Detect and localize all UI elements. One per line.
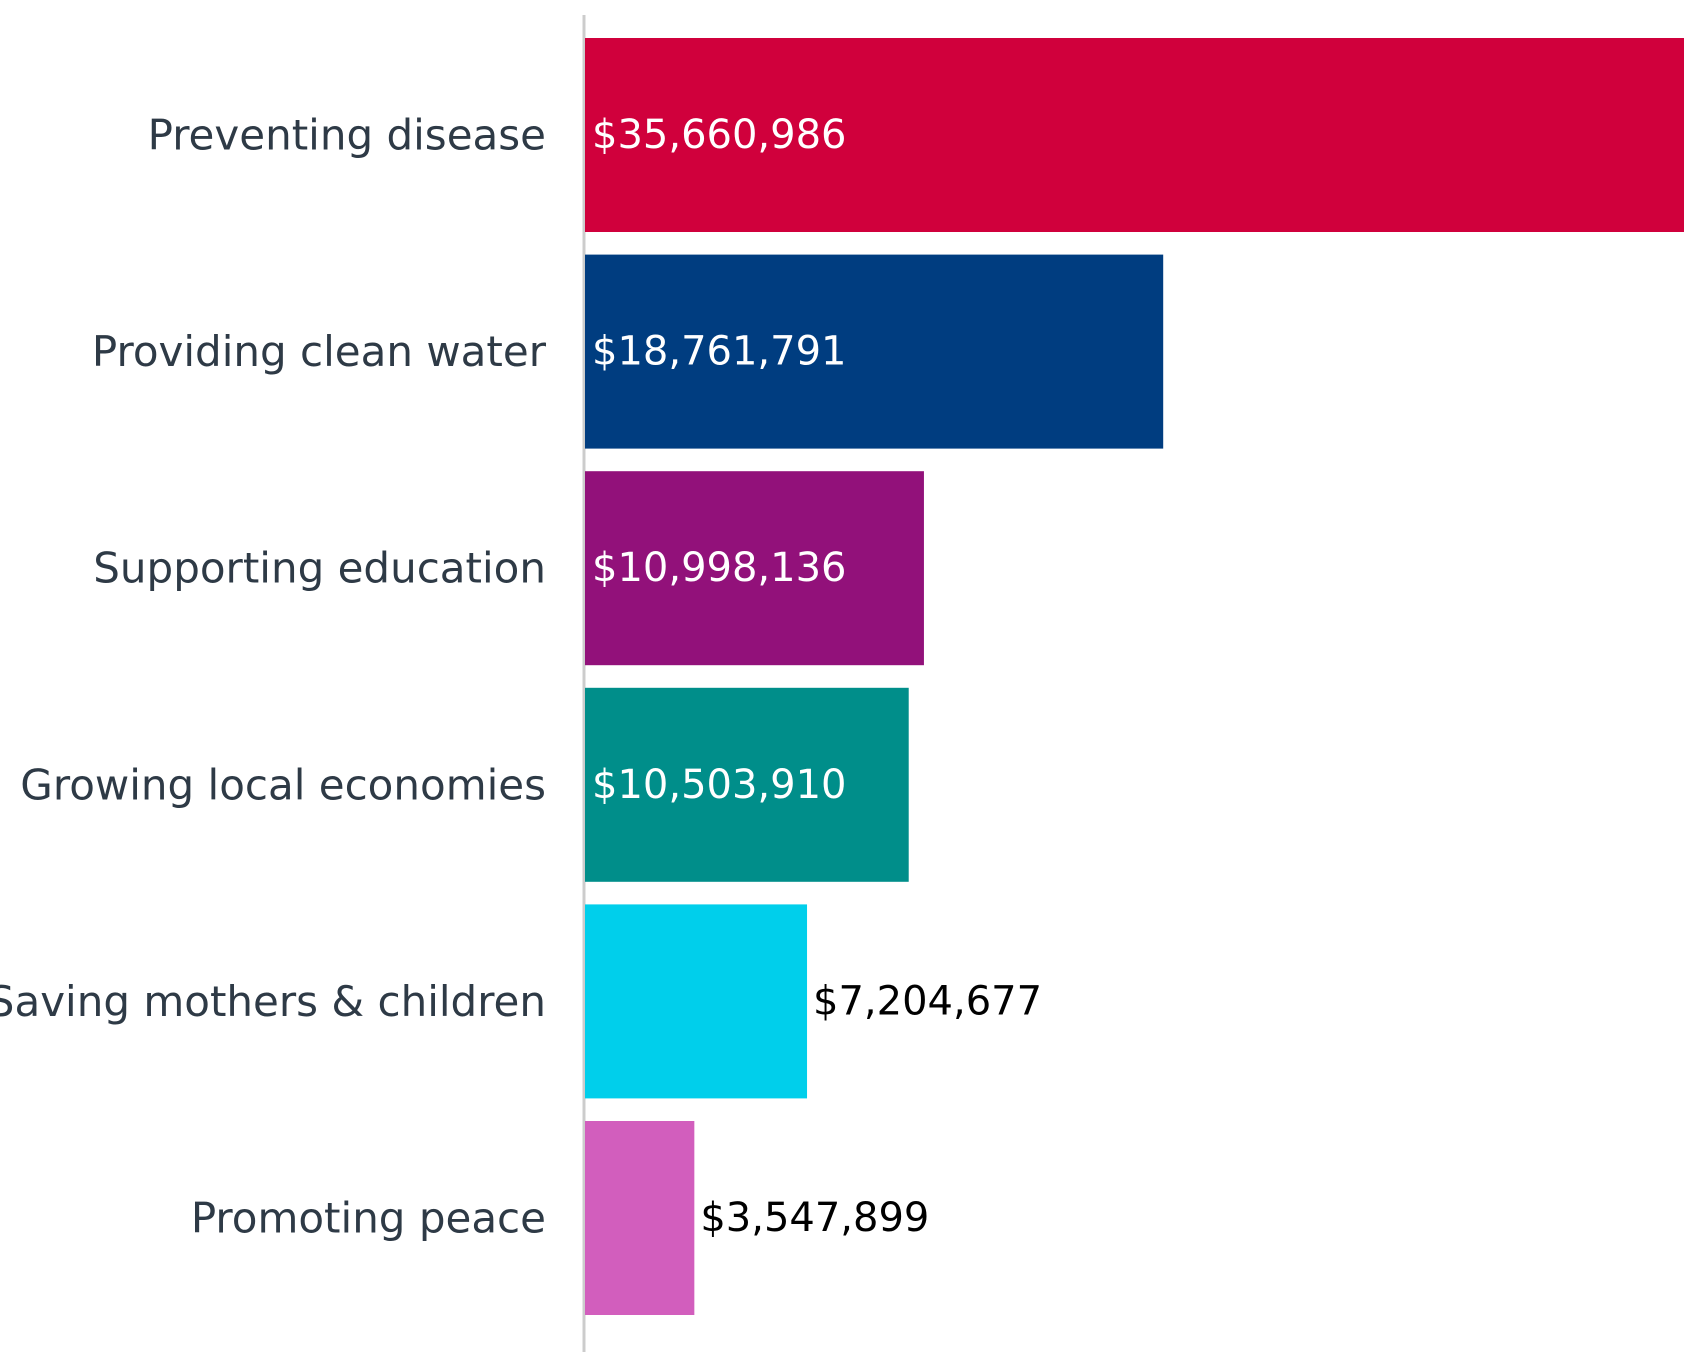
- bar-1: [585, 254, 1164, 449]
- value-label: $10,503,910: [592, 762, 846, 808]
- value-label: $35,660,986: [592, 112, 846, 158]
- value-labels: $35,660,986 $18,761,791 $10,998,136 $10,503…: [592, 112, 1042, 1241]
- category-labels: Preventing disease Providing clean water S…: [0, 111, 547, 1243]
- category-label: Supporting education: [93, 544, 546, 593]
- bar-3: [585, 687, 909, 882]
- bar-4: [585, 904, 808, 1099]
- value-label: $18,761,791: [592, 329, 846, 375]
- category-label: Saving mothers & children: [0, 977, 546, 1026]
- value-label: $3,547,899: [700, 1195, 929, 1241]
- value-label: $7,204,677: [813, 978, 1042, 1024]
- bars-layer: [585, 38, 1684, 1315]
- category-label: Growing local economies: [20, 760, 546, 809]
- bar-2: [585, 471, 924, 666]
- category-label: Preventing disease: [148, 111, 546, 160]
- bar-0: [585, 38, 1684, 232]
- bar-5: [585, 1121, 695, 1315]
- category-label: Providing clean water: [92, 327, 547, 376]
- value-label: $10,998,136: [592, 545, 846, 591]
- category-label: Promoting peace: [191, 1194, 546, 1243]
